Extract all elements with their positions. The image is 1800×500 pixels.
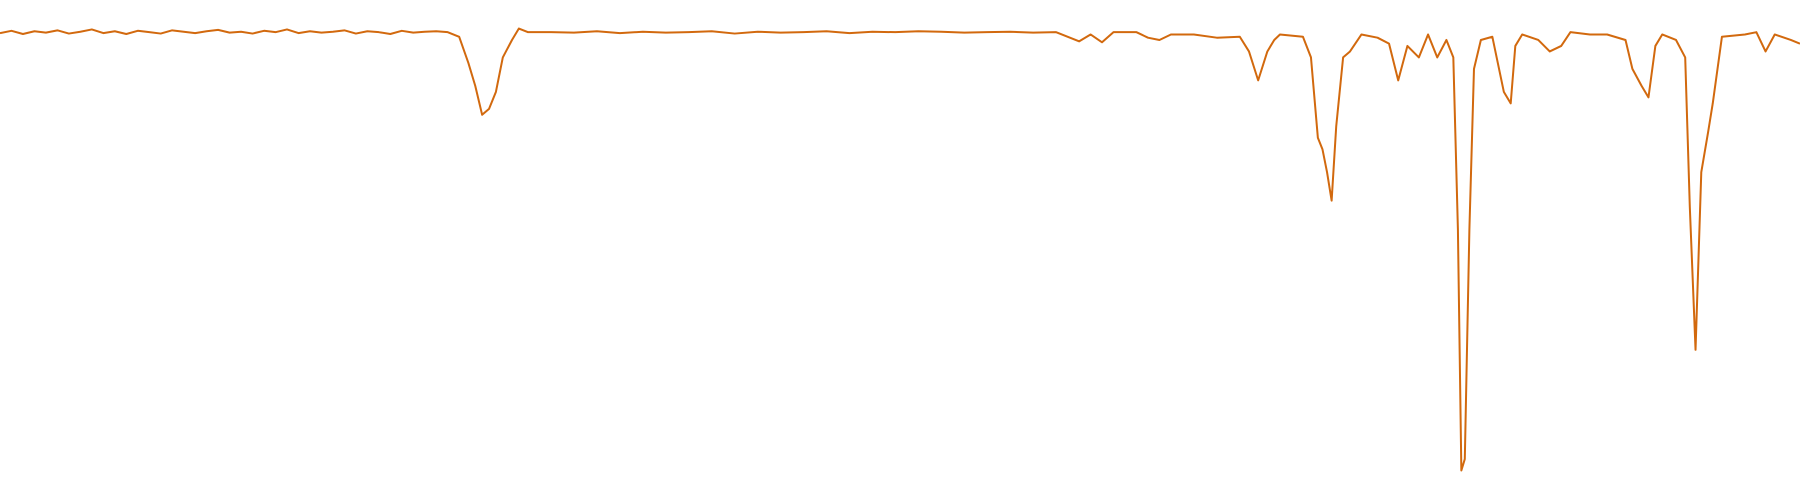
data-line: [0, 27, 1800, 472]
